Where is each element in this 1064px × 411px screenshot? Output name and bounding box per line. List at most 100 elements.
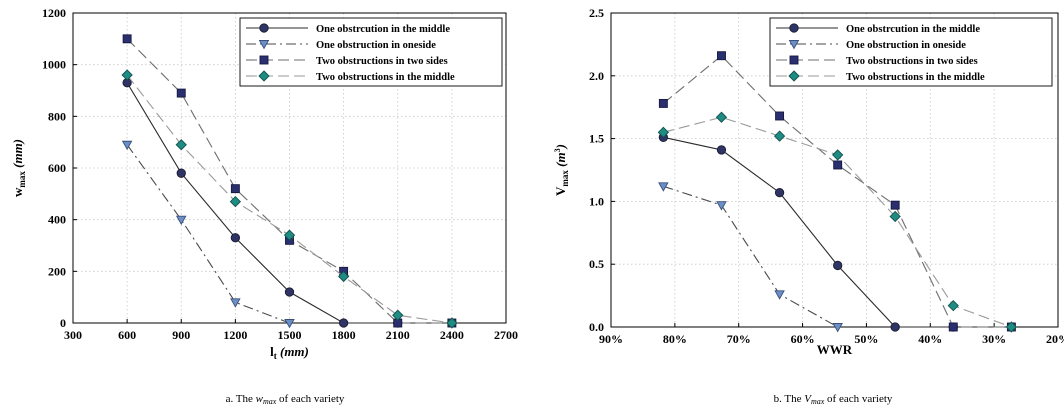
data-point-series-3	[833, 160, 843, 170]
y-tick-label: 200	[48, 264, 66, 278]
data-point-series-1	[774, 187, 785, 198]
legend: One obstrcution in the middle One obstruc…	[769, 17, 1053, 87]
data-point-series-4	[773, 130, 786, 142]
data-point-series-4	[121, 69, 133, 81]
y-tick-label: 0.5	[589, 257, 604, 271]
legend-label-2: One obstruction in oneside	[316, 40, 436, 51]
data-point-series-4	[392, 309, 404, 321]
data-point-series-4	[1005, 321, 1018, 333]
figure-caption: a. The wmax of each variety	[226, 393, 345, 406]
y-axis-label: wmax (mm)	[10, 139, 27, 197]
y-axis-label: Vmax (m3)	[553, 144, 570, 196]
y-tick-label: 400	[48, 213, 66, 227]
data-point-series-2	[658, 182, 669, 192]
x-tick-label: 2400	[440, 328, 464, 342]
legend-label-3: Two obstructions in two sides	[316, 56, 448, 67]
data-point-series-4	[337, 270, 350, 283]
data-point-series-2	[230, 298, 241, 308]
y-tick-label: 0	[60, 316, 66, 330]
chart-panel-b: 90% 80% 70% 60% 50% 40% 30% 20% 0.0 0.5 1.0 1.5 2.0 2…	[553, 6, 1064, 406]
figure-caption: b. The Vmax of each variety	[774, 393, 893, 406]
data-point-series-3	[658, 98, 668, 108]
legend-marker-4	[258, 70, 270, 82]
x-tick-label: 90%	[599, 332, 623, 346]
y-tick-label: 600	[48, 161, 66, 175]
legend-marker-2	[788, 40, 800, 50]
x-tick-label: 80%	[663, 332, 687, 346]
legend-label-4: Two obstructions in the middle	[846, 72, 985, 83]
x-axis-label: WWR	[817, 342, 853, 357]
data-point-series-4	[446, 317, 458, 329]
y-tick-label: 2.0	[589, 69, 604, 83]
data-point-series-4	[715, 111, 728, 123]
data-point-series-3	[948, 322, 958, 332]
series-line-2	[663, 185, 838, 328]
x-tick-label: 30%	[982, 332, 1006, 346]
y-tick-label: 0.0	[589, 320, 604, 334]
x-tick-label: 60%	[791, 332, 815, 346]
plot-frame	[610, 12, 1059, 328]
data-point-series-3	[176, 88, 186, 98]
data-point-series-4	[229, 195, 242, 208]
data-point-series-3	[230, 184, 240, 194]
data-point-series-4	[175, 139, 187, 151]
y-tick-label: 1200	[42, 6, 66, 20]
x-tick-label: 2700	[494, 328, 518, 342]
data-point-series-1	[833, 260, 843, 271]
legend-marker-3	[259, 55, 269, 65]
data-point-series-2	[832, 323, 843, 333]
legend-marker-1	[259, 23, 269, 33]
x-axis-label: lt (mm)	[270, 344, 309, 361]
chart-panel-a: 300 600 900 1200 1500 1800 2100 2400 2700 0 200 400…	[10, 6, 518, 406]
legend-label-2: One obstruction in oneside	[846, 40, 966, 51]
data-point-series-4	[657, 126, 669, 138]
x-tick-label: 70%	[727, 332, 751, 346]
series-line-1	[126, 82, 452, 324]
legend-label-4: Two obstructions in the middle	[316, 72, 455, 83]
x-tick-label: 50%	[854, 332, 878, 346]
legend-marker-4	[788, 70, 800, 82]
series-line-3	[663, 54, 1012, 328]
x-tick-label: 600	[118, 328, 136, 342]
data-point-series-3	[775, 111, 785, 121]
data-point-series-1	[890, 322, 900, 332]
data-point-series-1	[176, 168, 186, 178]
data-point-series-1	[716, 145, 727, 155]
x-tick-label: 1500	[278, 328, 302, 342]
legend-marker-1	[789, 23, 799, 33]
data-point-series-1	[284, 287, 295, 297]
x-tick-label: 20%	[1046, 332, 1064, 346]
data-point-series-2	[121, 140, 133, 151]
data-point-series-2	[284, 319, 295, 329]
legend-box	[769, 17, 1053, 87]
x-tick-label: 1800	[332, 328, 356, 342]
data-point-series-3	[122, 34, 132, 44]
x-tick-label: 2100	[386, 328, 410, 342]
data-point-series-4	[947, 300, 959, 312]
y-tick-label: 1.0	[589, 194, 604, 208]
data-point-series-2	[774, 290, 785, 300]
legend-marker-3	[789, 55, 799, 65]
legend-box	[239, 17, 503, 87]
x-tick-label: 900	[172, 328, 190, 342]
y-tick-label: 1000	[42, 58, 66, 72]
data-point-series-4	[832, 149, 844, 161]
data-point-series-1	[230, 233, 241, 243]
y-tick-label: 1.5	[589, 132, 604, 146]
y-tick-label: 800	[48, 109, 66, 123]
x-tick-label: 300	[64, 328, 82, 342]
series-line-2	[126, 144, 290, 324]
legend-label-1: One obstrcution in the middle	[316, 24, 450, 35]
y-tick-label: 2.5	[589, 6, 604, 20]
legend: One obstrcution in the middle One obstruc…	[239, 17, 503, 87]
data-point-series-2	[175, 215, 187, 226]
legend-label-3: Two obstructions in two sides	[846, 56, 978, 67]
legend-label-1: One obstrcution in the middle	[846, 24, 980, 35]
x-tick-label: 1200	[223, 328, 247, 342]
data-point-series-4	[889, 210, 901, 223]
data-point-series-3	[717, 51, 726, 61]
data-point-series-2	[716, 201, 727, 211]
data-point-series-4	[283, 229, 296, 241]
data-point-series-3	[890, 200, 900, 210]
